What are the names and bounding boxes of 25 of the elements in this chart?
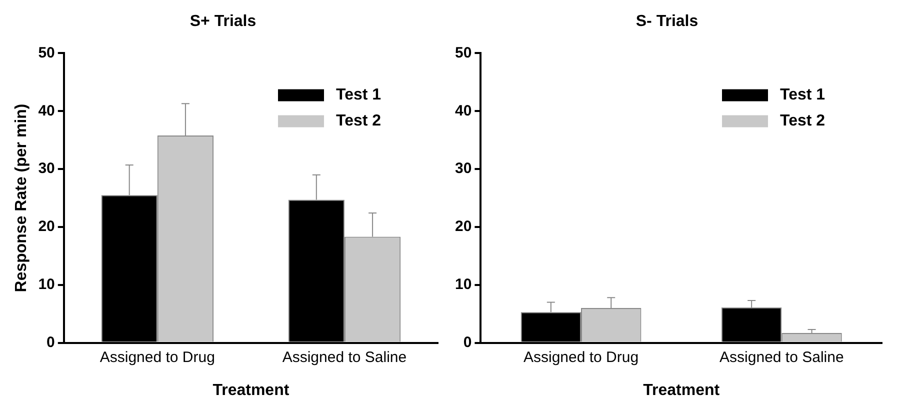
x-tick-label: Assigned to Saline [720, 348, 844, 366]
y-tick-label: 10 [38, 276, 55, 294]
x-tick-label: Assigned to Saline [282, 348, 407, 366]
x-axis-title: Treatment [643, 382, 720, 399]
y-tick-label: 30 [38, 160, 55, 178]
y-tick-label: 0 [46, 334, 55, 351]
y-tick-label: 30 [454, 160, 472, 178]
x-tick-label: Assigned to Drug [523, 348, 639, 366]
y-tick-label: 20 [38, 218, 55, 236]
y-tick-label: 40 [38, 102, 55, 120]
y-tick-label: 0 [463, 334, 472, 351]
chart-title: S- Trials [636, 13, 698, 30]
legend-label: Test 1 [780, 86, 826, 104]
y-tick-label: 40 [454, 102, 472, 120]
legend-label: Test 2 [780, 112, 826, 130]
y-tick-label: 20 [454, 218, 472, 236]
y-tick-label: 50 [454, 44, 472, 62]
legend-label: Test 1 [336, 86, 382, 104]
chart-title: S+ Trials [190, 13, 256, 30]
y-axis-title: Response Rate (per min) [13, 104, 30, 292]
legend-label: Test 2 [336, 112, 382, 130]
x-axis-title: Treatment [212, 382, 290, 399]
y-tick-label: 10 [454, 276, 472, 294]
x-tick-label: Assigned to Drug [100, 348, 215, 366]
y-tick-label: 50 [38, 44, 55, 62]
